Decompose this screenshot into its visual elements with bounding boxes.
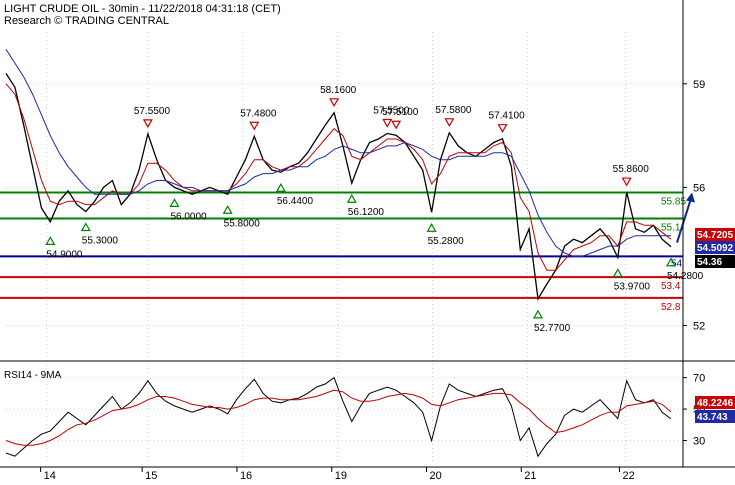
high-label: 57.5100 xyxy=(382,107,419,118)
low-label: 55.3000 xyxy=(82,236,119,247)
rsi-tag-label: 48.2246 xyxy=(697,398,734,409)
low-marker xyxy=(169,198,180,207)
ma-slow-line xyxy=(5,49,671,257)
level-label: 52.8 xyxy=(661,302,681,313)
high-marker xyxy=(391,120,402,130)
high-label: 57.4800 xyxy=(240,108,277,119)
rsi-tick-label: 70 xyxy=(693,373,705,385)
low-label: 53.9700 xyxy=(614,281,651,292)
ma-fast-line xyxy=(5,83,672,271)
forecast-arrow-head xyxy=(686,192,695,203)
level-label: 55.1 xyxy=(661,222,681,233)
annotations-layer: 54.9000 55.3000 57.5500 56.0000 55.8000 57.48… xyxy=(45,85,704,334)
high-marker xyxy=(621,177,632,187)
low-marker xyxy=(346,194,357,203)
low-marker xyxy=(426,223,437,232)
x-tick-label: 14 xyxy=(44,470,56,480)
high-marker xyxy=(497,124,508,133)
high-marker xyxy=(329,98,340,108)
high-label: 57.4100 xyxy=(489,111,526,122)
rsi-line xyxy=(5,376,672,458)
low-marker xyxy=(612,268,623,278)
low-label: 55.2800 xyxy=(428,236,465,247)
x-tick-label: 15 xyxy=(145,470,157,480)
high-marker xyxy=(249,121,260,131)
x-tick-label: 20 xyxy=(430,470,442,480)
low-marker xyxy=(532,309,544,319)
high-label: 58.1600 xyxy=(320,85,357,96)
high-label: 57.5500 xyxy=(373,106,410,117)
price-tag-bg xyxy=(695,228,735,241)
low-label: 55.8000 xyxy=(224,218,261,229)
y-tick-label: 52 xyxy=(693,320,705,332)
low-marker xyxy=(222,205,233,214)
price-line xyxy=(5,73,672,301)
rsi-tag-bg xyxy=(695,410,735,423)
high-marker xyxy=(444,118,455,128)
high-label: 55.8600 xyxy=(613,164,650,175)
high-label: 57.5500 xyxy=(134,106,171,117)
rsi-title: RSI14 - 9MA xyxy=(4,370,62,381)
rsi-tick-label: 30 xyxy=(693,435,705,447)
x-tick-label: 16 xyxy=(240,470,252,480)
y-tick-label: 56 xyxy=(693,182,705,194)
price-tag-label: 54.5092 xyxy=(697,243,734,254)
low-marker xyxy=(80,222,91,232)
rsi-tag-bg xyxy=(695,396,735,409)
low-marker xyxy=(275,182,286,192)
price-tag-bg xyxy=(695,255,735,268)
level-label: 54 xyxy=(671,258,683,269)
price-tag-bg xyxy=(695,241,735,254)
x-tick-label: 22 xyxy=(622,470,634,480)
price-tag-label: 54.36 xyxy=(697,257,722,268)
price-tag-label: 54.7205 xyxy=(697,230,734,241)
x-tick-label: 21 xyxy=(524,470,536,480)
high-marker xyxy=(142,119,153,129)
low-label: 56.1200 xyxy=(348,207,385,218)
high-marker xyxy=(382,118,393,128)
high-label: 57.5800 xyxy=(435,105,472,116)
chart-title: LIGHT CRUDE OIL - 30min - 11/22/2018 04:… xyxy=(4,3,281,15)
rsi-tag-label: 43.743 xyxy=(697,412,728,423)
forecast-arrow-shaft xyxy=(676,198,692,243)
y-tick-label: 59 xyxy=(693,79,705,91)
low-label: 56.4400 xyxy=(277,196,314,207)
low-label: 54.9000 xyxy=(46,249,83,260)
level-label: 53.4 xyxy=(661,281,681,292)
low-marker xyxy=(665,257,677,267)
low-label: 54.2800 xyxy=(667,271,704,282)
x-tick-label: 19 xyxy=(335,470,347,480)
series-layer xyxy=(5,49,672,301)
low-label: 52.7700 xyxy=(534,323,571,334)
rsi-layer: RSI14 - 9MA xyxy=(4,370,672,458)
levels-layer: 55.85 55.1 54 53.4 52.8 xyxy=(0,191,686,313)
low-label: 56.0000 xyxy=(170,211,207,222)
low-marker xyxy=(45,236,56,245)
level-label: 55.85 xyxy=(661,197,686,208)
grid-layer xyxy=(6,32,683,464)
rsi-ma-line xyxy=(5,389,672,446)
chart-subtitle: Research © TRADING CENTRAL xyxy=(4,15,169,27)
